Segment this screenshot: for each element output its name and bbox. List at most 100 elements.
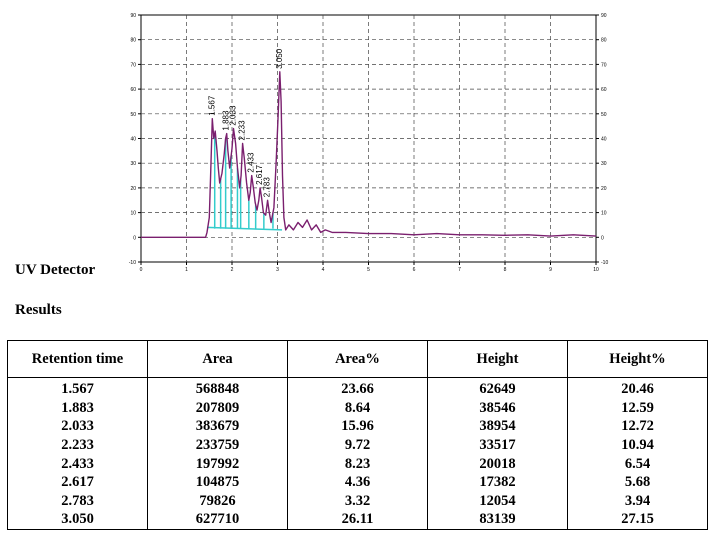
- y-tick-label-right: 30: [601, 161, 607, 167]
- y-tick-label-left: 40: [130, 137, 136, 143]
- peak-label: 2.783: [263, 177, 272, 198]
- table-cell: 3.94: [567, 491, 708, 511]
- table-cell: 3.32: [287, 491, 428, 511]
- table-cell: 27.15: [567, 510, 708, 530]
- table-row: 2.433 197992 8.23 20018 6.54: [7, 454, 708, 473]
- table-cell: 1.567: [7, 377, 148, 399]
- table-cell: 12.59: [567, 398, 708, 418]
- table-row: 3.050 627710 26.11 83139 27.15: [7, 510, 708, 530]
- y-tick-label-right: 10: [601, 211, 607, 217]
- y-tick-label-right: 90: [601, 13, 607, 19]
- column-header-height: Height: [427, 340, 568, 378]
- table-row: 2.783 79826 3.32 12054 3.94: [7, 491, 708, 511]
- y-tick-label-left: 70: [130, 62, 136, 68]
- y-tick-label-left: 0: [133, 235, 136, 241]
- table-cell: 1.883: [7, 398, 148, 418]
- table-cell: 627710: [147, 510, 288, 530]
- table-cell: 233759: [147, 435, 288, 455]
- table-cell: 4.36: [287, 472, 428, 492]
- x-tick-label: 4: [322, 267, 325, 272]
- y-tick-label-right: 40: [601, 137, 607, 143]
- column-header-height-percent: Height%: [567, 340, 708, 378]
- table-cell: 197992: [147, 454, 288, 473]
- y-tick-label-right: -10: [601, 260, 608, 266]
- x-tick-label: 2: [231, 267, 234, 272]
- table-cell: 26.11: [287, 510, 428, 530]
- table-cell: 12054: [427, 491, 568, 511]
- table-row: 2.617 104875 4.36 17382 5.68: [7, 472, 708, 492]
- table-cell: 33517: [427, 435, 568, 455]
- table-cell: 207809: [147, 398, 288, 418]
- x-tick-label: 0: [140, 267, 143, 272]
- table-row: 1.567 568848 23.66 62649 20.46: [7, 377, 708, 399]
- table-cell: 6.54: [567, 454, 708, 473]
- table-cell: 15.96: [287, 417, 428, 436]
- peak-label: 2.617: [255, 164, 264, 185]
- results-label: Results: [15, 302, 62, 318]
- x-tick-label: 8: [504, 267, 507, 272]
- table-header-row: Retention time Area Area% Height Height%: [7, 340, 708, 378]
- table-row: 1.883 207809 8.64 38546 12.59: [7, 398, 708, 418]
- table-row: 2.233 233759 9.72 33517 10.94: [7, 435, 708, 455]
- y-tick-label-left: 50: [130, 112, 136, 118]
- table-cell: 8.23: [287, 454, 428, 473]
- table-cell: 8.64: [287, 398, 428, 418]
- peak-label: 1.883: [222, 110, 231, 131]
- table-cell: 568848: [147, 377, 288, 399]
- x-tick-label: 3: [276, 267, 279, 272]
- table-cell: 20.46: [567, 377, 708, 399]
- x-tick-label: 5: [367, 267, 370, 272]
- y-tick-label-right: 0: [601, 235, 604, 241]
- y-tick-label-right: 50: [601, 112, 607, 118]
- table-cell: 2.033: [7, 417, 148, 436]
- table-cell: 2.617: [7, 472, 148, 492]
- table-cell: 79826: [147, 491, 288, 511]
- x-tick-label: 1: [185, 267, 188, 272]
- y-tick-label-left: -10: [129, 260, 136, 266]
- x-tick-label: 6: [413, 267, 416, 272]
- table-cell: 62649: [427, 377, 568, 399]
- x-tick-label: 10: [593, 267, 599, 272]
- column-header-retention-time: Retention time: [7, 340, 148, 378]
- y-tick-label-left: 10: [130, 211, 136, 217]
- y-tick-label-left: 90: [130, 13, 136, 19]
- column-header-area: Area: [147, 340, 288, 378]
- peak-label: 3.050: [275, 48, 284, 69]
- table-cell: 12.72: [567, 417, 708, 436]
- table-cell: 23.66: [287, 377, 428, 399]
- table-cell: 2.433: [7, 454, 148, 473]
- x-tick-label: 9: [549, 267, 552, 272]
- y-tick-label-left: 60: [130, 87, 136, 93]
- y-tick-label-right: 80: [601, 38, 607, 44]
- column-header-area-percent: Area%: [287, 340, 428, 378]
- table-cell: 38954: [427, 417, 568, 436]
- peak-label: 2.433: [247, 152, 256, 173]
- table-cell: 2.783: [7, 491, 148, 511]
- table-cell: 17382: [427, 472, 568, 492]
- y-tick-label-left: 30: [130, 161, 136, 167]
- table-cell: 3.050: [7, 510, 148, 530]
- table-cell: 9.72: [287, 435, 428, 455]
- peak-label: 2.233: [238, 120, 247, 141]
- table-cell: 10.94: [567, 435, 708, 455]
- y-tick-label-left: 80: [130, 38, 136, 44]
- y-tick-label-right: 70: [601, 62, 607, 68]
- x-tick-label: 7: [458, 267, 461, 272]
- table-cell: 104875: [147, 472, 288, 492]
- y-tick-label-left: 20: [130, 186, 136, 192]
- y-tick-label-right: 20: [601, 186, 607, 192]
- table-cell: 5.68: [567, 472, 708, 492]
- peak-label: 2.033: [229, 105, 238, 126]
- table-cell: 2.233: [7, 435, 148, 455]
- results-table: Retention time Area Area% Height Height%…: [7, 340, 708, 530]
- table-cell: 83139: [427, 510, 568, 530]
- table-cell: 38546: [427, 398, 568, 418]
- detector-label: UV Detector: [15, 262, 96, 278]
- integration-baseline: [206, 226, 283, 231]
- signal-trace: [141, 71, 597, 239]
- table-row: 2.033 383679 15.96 38954 12.72: [7, 417, 708, 436]
- table-cell: 383679: [147, 417, 288, 436]
- y-tick-label-right: 60: [601, 87, 607, 93]
- peak-label: 1.567: [207, 95, 216, 116]
